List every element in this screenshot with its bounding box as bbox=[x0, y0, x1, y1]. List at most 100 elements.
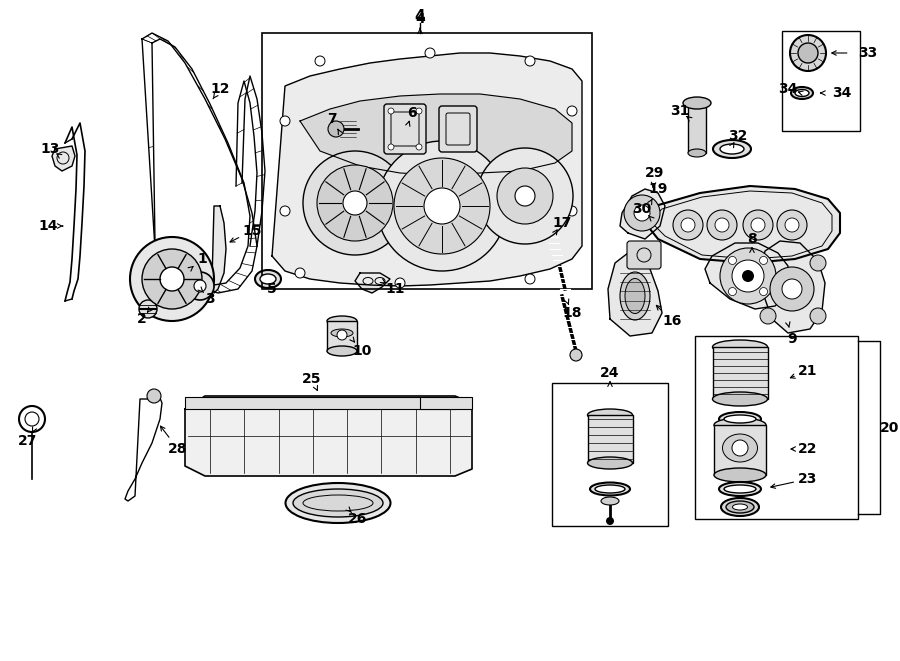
Ellipse shape bbox=[327, 346, 357, 356]
Circle shape bbox=[728, 288, 736, 295]
Ellipse shape bbox=[595, 485, 625, 493]
Text: 24: 24 bbox=[600, 366, 620, 380]
Text: 7: 7 bbox=[328, 112, 337, 126]
Circle shape bbox=[186, 272, 214, 300]
Ellipse shape bbox=[588, 457, 633, 469]
Circle shape bbox=[515, 186, 535, 206]
Circle shape bbox=[160, 267, 184, 291]
Text: 29: 29 bbox=[645, 166, 665, 180]
Circle shape bbox=[343, 191, 367, 215]
Ellipse shape bbox=[625, 278, 645, 313]
Circle shape bbox=[798, 43, 818, 63]
Ellipse shape bbox=[293, 489, 383, 517]
FancyBboxPatch shape bbox=[384, 104, 426, 154]
Circle shape bbox=[328, 121, 344, 137]
Text: 32: 32 bbox=[728, 129, 748, 143]
Circle shape bbox=[425, 48, 435, 58]
Ellipse shape bbox=[601, 497, 619, 505]
FancyBboxPatch shape bbox=[439, 106, 477, 152]
Bar bbox=[714, 425, 766, 475]
Polygon shape bbox=[300, 94, 572, 175]
Circle shape bbox=[543, 215, 557, 229]
Circle shape bbox=[377, 141, 507, 271]
Text: 19: 19 bbox=[648, 182, 668, 196]
Ellipse shape bbox=[713, 392, 768, 406]
Polygon shape bbox=[642, 186, 840, 263]
Polygon shape bbox=[620, 189, 665, 239]
Text: 20: 20 bbox=[880, 420, 900, 434]
Ellipse shape bbox=[620, 272, 650, 320]
Circle shape bbox=[497, 168, 553, 224]
Circle shape bbox=[732, 260, 764, 292]
Circle shape bbox=[770, 267, 814, 311]
Text: 26: 26 bbox=[348, 512, 368, 526]
Circle shape bbox=[624, 195, 660, 231]
Circle shape bbox=[751, 218, 765, 232]
Ellipse shape bbox=[795, 89, 809, 97]
Ellipse shape bbox=[714, 418, 766, 432]
Text: 1: 1 bbox=[197, 252, 207, 266]
Polygon shape bbox=[272, 53, 582, 286]
Polygon shape bbox=[608, 253, 662, 336]
Ellipse shape bbox=[723, 434, 758, 462]
Text: 12: 12 bbox=[211, 82, 230, 96]
Circle shape bbox=[194, 280, 206, 292]
Circle shape bbox=[280, 116, 290, 126]
Ellipse shape bbox=[327, 316, 357, 326]
Circle shape bbox=[810, 308, 826, 324]
Bar bbox=[262, 33, 592, 289]
Text: 5: 5 bbox=[267, 282, 277, 296]
Text: 16: 16 bbox=[662, 314, 681, 328]
Text: 2: 2 bbox=[137, 312, 147, 326]
Ellipse shape bbox=[590, 483, 630, 496]
Circle shape bbox=[810, 255, 826, 271]
Text: 30: 30 bbox=[633, 202, 652, 216]
Ellipse shape bbox=[713, 140, 751, 158]
FancyBboxPatch shape bbox=[627, 241, 661, 269]
Circle shape bbox=[777, 210, 807, 240]
Bar bbox=[688, 103, 706, 153]
Ellipse shape bbox=[285, 483, 391, 523]
Text: 15: 15 bbox=[242, 224, 262, 238]
Circle shape bbox=[525, 56, 535, 66]
Circle shape bbox=[606, 517, 614, 525]
Ellipse shape bbox=[791, 87, 813, 99]
Text: 27: 27 bbox=[18, 434, 38, 448]
Text: 33: 33 bbox=[859, 46, 877, 60]
Circle shape bbox=[715, 218, 729, 232]
Text: 17: 17 bbox=[553, 216, 572, 230]
Circle shape bbox=[567, 206, 577, 216]
Circle shape bbox=[732, 440, 748, 456]
Text: 3: 3 bbox=[205, 292, 215, 306]
Circle shape bbox=[681, 218, 695, 232]
Bar bbox=[782, 31, 860, 131]
Bar bbox=[185, 397, 455, 409]
Circle shape bbox=[416, 144, 422, 150]
Circle shape bbox=[785, 218, 799, 232]
Ellipse shape bbox=[720, 144, 744, 154]
Bar bbox=[552, 383, 668, 526]
Circle shape bbox=[139, 300, 157, 318]
Circle shape bbox=[147, 389, 161, 403]
Text: 4: 4 bbox=[415, 12, 425, 26]
Ellipse shape bbox=[331, 329, 353, 337]
Bar bbox=[327, 321, 357, 351]
Ellipse shape bbox=[683, 97, 711, 109]
Text: 18: 18 bbox=[562, 306, 581, 320]
Circle shape bbox=[728, 256, 736, 264]
Circle shape bbox=[142, 249, 202, 309]
Text: 11: 11 bbox=[385, 282, 405, 296]
Circle shape bbox=[130, 237, 214, 321]
Ellipse shape bbox=[713, 340, 768, 354]
Ellipse shape bbox=[260, 274, 276, 284]
Circle shape bbox=[280, 206, 290, 216]
Text: 10: 10 bbox=[352, 344, 372, 358]
Circle shape bbox=[790, 35, 826, 71]
Ellipse shape bbox=[719, 412, 761, 426]
Bar bbox=[713, 347, 768, 399]
Polygon shape bbox=[212, 206, 226, 293]
Polygon shape bbox=[52, 146, 75, 171]
Circle shape bbox=[477, 148, 573, 244]
Circle shape bbox=[634, 205, 650, 221]
Text: 9: 9 bbox=[788, 332, 796, 346]
